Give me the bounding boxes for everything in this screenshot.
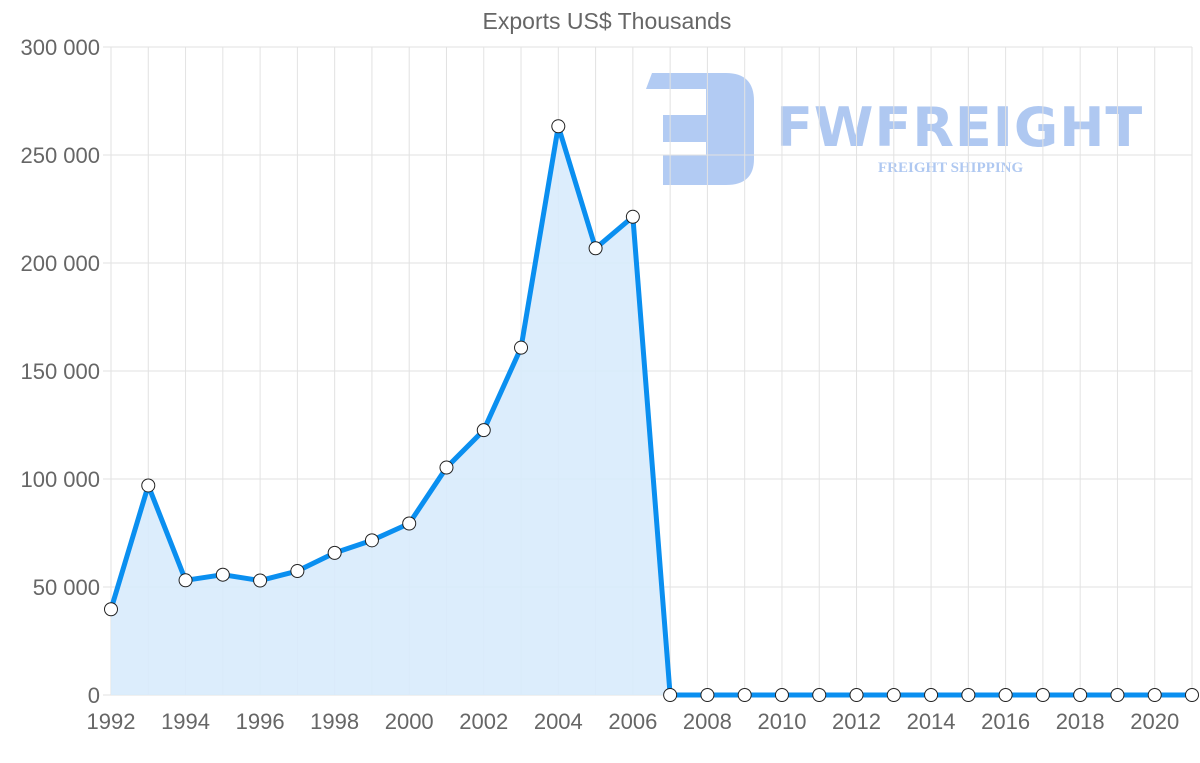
data-point-2008[interactable] xyxy=(700,688,715,702)
data-point-2009[interactable] xyxy=(737,688,752,702)
data-point-1992[interactable] xyxy=(104,602,118,617)
y-tick-label: 100 000 xyxy=(20,467,100,492)
data-point-1998[interactable] xyxy=(327,545,342,560)
x-tick-label: 2012 xyxy=(832,709,881,734)
data-points xyxy=(104,119,1199,702)
data-point-1996[interactable] xyxy=(253,573,268,588)
data-point-2005[interactable] xyxy=(588,241,603,256)
y-tick-label: 150 000 xyxy=(20,359,100,384)
x-tick-label: 1996 xyxy=(236,709,285,734)
data-point-2021[interactable] xyxy=(1185,688,1199,702)
logo-icon xyxy=(646,73,754,185)
data-point-1993[interactable] xyxy=(141,478,156,493)
data-point-2011[interactable] xyxy=(812,688,827,702)
y-tick-label: 0 xyxy=(88,683,100,708)
x-tick-label: 1992 xyxy=(87,709,136,734)
x-tick-label: 1998 xyxy=(310,709,359,734)
data-point-2015[interactable] xyxy=(961,688,976,702)
data-point-1995[interactable] xyxy=(215,567,230,582)
x-tick-label: 2002 xyxy=(459,709,508,734)
chart-title: Exports US$ Thousands xyxy=(482,8,732,34)
data-point-1997[interactable] xyxy=(290,564,305,579)
data-point-2020[interactable] xyxy=(1147,688,1162,702)
data-point-1999[interactable] xyxy=(364,533,379,548)
x-tick-label: 2008 xyxy=(683,709,732,734)
data-point-1994[interactable] xyxy=(178,573,193,588)
y-tick-label: 300 000 xyxy=(20,35,100,60)
watermark-name: FWFREIGHT xyxy=(776,96,1144,159)
x-tick-label: 2014 xyxy=(907,709,956,734)
x-axis: 1992 1994 1996 1998 2000 2002 2004 2006 2008 2010… xyxy=(87,709,1180,734)
data-point-2000[interactable] xyxy=(402,516,417,531)
x-tick-label: 2004 xyxy=(534,709,583,734)
data-point-2014[interactable] xyxy=(924,688,939,702)
data-point-2018[interactable] xyxy=(1073,688,1088,702)
y-tick-label: 50 000 xyxy=(33,575,100,600)
watermark-tagline: FREIGHT SHIPPING xyxy=(878,160,1024,176)
data-point-2010[interactable] xyxy=(774,688,789,702)
x-tick-label: 1994 xyxy=(161,709,210,734)
series-area-fill xyxy=(111,126,1192,696)
data-point-2006[interactable] xyxy=(625,209,640,224)
x-tick-label: 2000 xyxy=(385,709,434,734)
data-point-2007[interactable] xyxy=(663,688,678,702)
data-point-2016[interactable] xyxy=(998,688,1013,702)
x-tick-label: 2018 xyxy=(1056,709,1105,734)
data-point-2002[interactable] xyxy=(476,423,491,438)
x-tick-label: 2010 xyxy=(757,709,806,734)
data-point-2019[interactable] xyxy=(1110,688,1125,702)
data-point-2004[interactable] xyxy=(551,119,566,134)
data-point-2012[interactable] xyxy=(849,688,864,702)
data-point-2003[interactable] xyxy=(514,340,529,355)
y-tick-label: 250 000 xyxy=(20,143,100,168)
x-tick-label: 2006 xyxy=(608,709,657,734)
data-point-2013[interactable] xyxy=(886,688,901,702)
data-point-2017[interactable] xyxy=(1035,688,1050,702)
y-tick-label: 200 000 xyxy=(20,251,100,276)
x-tick-label: 2016 xyxy=(981,709,1030,734)
data-point-2001[interactable] xyxy=(439,460,454,475)
x-tick-label: 2020 xyxy=(1130,709,1179,734)
y-axis: 0 50 000 100 000 150 000 200 000 250 000 300 0… xyxy=(20,35,100,708)
